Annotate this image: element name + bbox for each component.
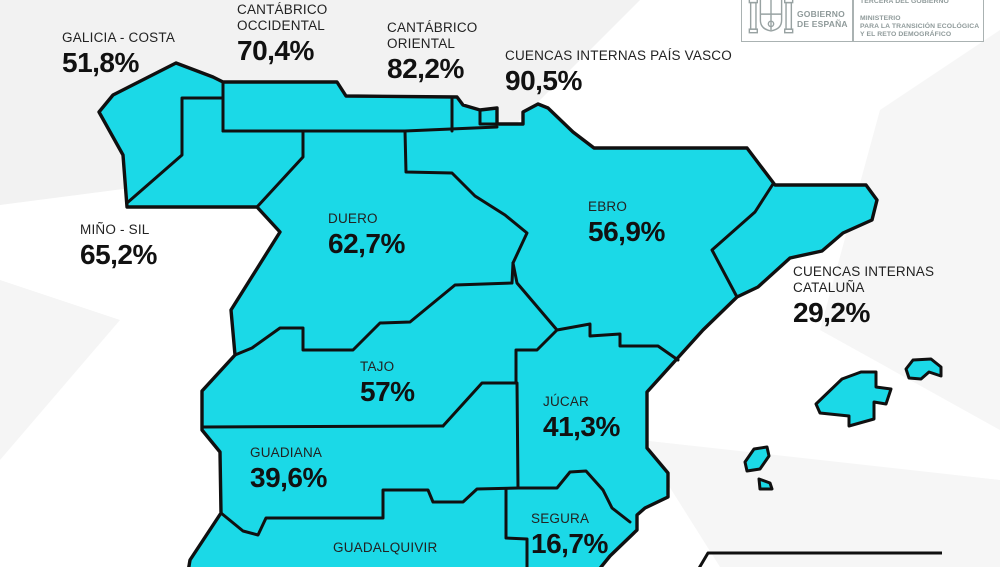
region-name: GALICIA - COSTA — [62, 30, 176, 45]
vicepresidencia-line: TERCERA DEL GOBIERNO — [860, 0, 949, 5]
region-name: GUADALQUIVIR — [333, 540, 438, 555]
region-value: 90,5% — [505, 65, 582, 96]
region-label-galicia-costa: GALICIA - COSTA 51,8% — [62, 30, 175, 77]
border-pais-vasco — [478, 108, 499, 126]
region-name: GUADIANA — [250, 445, 323, 460]
region-label-guadalquivir: GUADALQUIVIR — [333, 540, 437, 559]
region-name: CUENCAS INTERNAS CATALUÑA — [793, 264, 935, 295]
border-mino-sil-duero — [255, 129, 305, 209]
region-label-cantabrico-occidental: CANTÁBRICO OCCIDENTAL 70,4% — [237, 2, 341, 65]
region-value: 41,3% — [543, 411, 620, 442]
region-name: SEGURA — [531, 511, 590, 526]
region-label-mino-sil: MIÑO - SIL 65,2% — [80, 222, 157, 269]
region-name: MIÑO - SIL — [80, 222, 150, 237]
region-label-ebro: EBRO 56,9% — [588, 199, 665, 246]
region-label-segura: SEGURA 16,7% — [531, 511, 608, 558]
region-name: JÚCAR — [543, 394, 590, 409]
border-tajo-guadiana — [201, 424, 445, 429]
island-ibiza — [743, 445, 771, 473]
spain-coat-of-arms-icon — [748, 0, 794, 34]
region-value: 56,9% — [588, 216, 665, 247]
border-duero-tajo — [233, 261, 515, 357]
transicion-line: PARA LA TRANSICIÓN ECOLÓGICA — [860, 23, 980, 30]
ministry-text: TERCERA DEL GOBIERNO MINISTERIO PARA LA … — [860, 0, 979, 39]
region-value: 65,2% — [80, 239, 157, 270]
border-guadiana-jucar — [515, 381, 520, 490]
region-value: 57% — [360, 376, 415, 407]
facet-bottom-right — [640, 440, 1000, 567]
gobierno-espana-logo: GOBIERNO DE ESPAÑA TERCERA DEL GOBIERNO … — [741, 0, 984, 42]
region-label-jucar: JÚCAR 41,3% — [543, 394, 620, 441]
border-guadalquivir-segura — [504, 487, 529, 567]
mainland-spain-shape — [97, 61, 879, 567]
region-value: 16,7% — [531, 528, 608, 559]
region-label-guadiana: GUADIANA 39,6% — [250, 445, 327, 492]
balearic-islands — [743, 357, 943, 491]
reto-line: Y EL RETO DEMOGRÁFICO — [860, 31, 952, 38]
region-name: DUERO — [328, 211, 378, 226]
region-label-cantabrico-oriental: CANTÁBRICO ORIENTAL 82,2% — [387, 20, 491, 83]
facet-right — [820, 30, 1000, 430]
island-formentera — [757, 477, 774, 491]
region-value: 51,8% — [62, 47, 139, 78]
border-duero-ebro — [403, 129, 529, 265]
region-value: 82,2% — [387, 53, 464, 84]
facet-bottom-left — [0, 280, 120, 460]
border-tajo-jucar — [441, 328, 559, 428]
region-name: CUENCAS INTERNAS PAÍS VASCO — [505, 48, 732, 63]
region-name: TAJO — [360, 359, 395, 374]
island-menorca — [904, 357, 943, 381]
region-name: EBRO — [588, 199, 628, 214]
gobierno-line: GOBIERNO — [797, 9, 845, 19]
border-ebro-jucar — [511, 261, 680, 362]
region-name: CANTÁBRICO OCCIDENTAL — [237, 2, 328, 33]
region-label-tajo: TAJO 57% — [360, 359, 415, 406]
border-guadiana-guadalquivir — [219, 486, 520, 537]
region-value: 70,4% — [237, 35, 314, 66]
region-value: 62,7% — [328, 228, 405, 259]
border-jucar-segura — [516, 469, 632, 524]
region-label-pais-vasco: CUENCAS INTERNAS PAÍS VASCO 90,5% — [505, 48, 732, 95]
canary-inset-box-edge — [697, 551, 942, 567]
region-name: CANTÁBRICO ORIENTAL — [387, 20, 478, 51]
gobierno-espana-text: GOBIERNO DE ESPAÑA — [797, 9, 848, 29]
region-label-duero: DUERO 62,7% — [328, 211, 405, 258]
logo-divider — [852, 0, 854, 41]
border-galicia-mino-sil — [125, 96, 225, 205]
region-value: 39,6% — [250, 462, 327, 493]
basin-borders — [125, 80, 775, 567]
region-value: 29,2% — [793, 297, 870, 328]
ministerio-line: MINISTERIO — [860, 15, 901, 22]
border-ebro-cataluna — [710, 182, 775, 299]
island-mallorca — [814, 370, 893, 428]
region-label-cataluna: CUENCAS INTERNAS CATALUÑA 29,2% — [793, 264, 935, 327]
espana-line: DE ESPAÑA — [797, 19, 848, 29]
